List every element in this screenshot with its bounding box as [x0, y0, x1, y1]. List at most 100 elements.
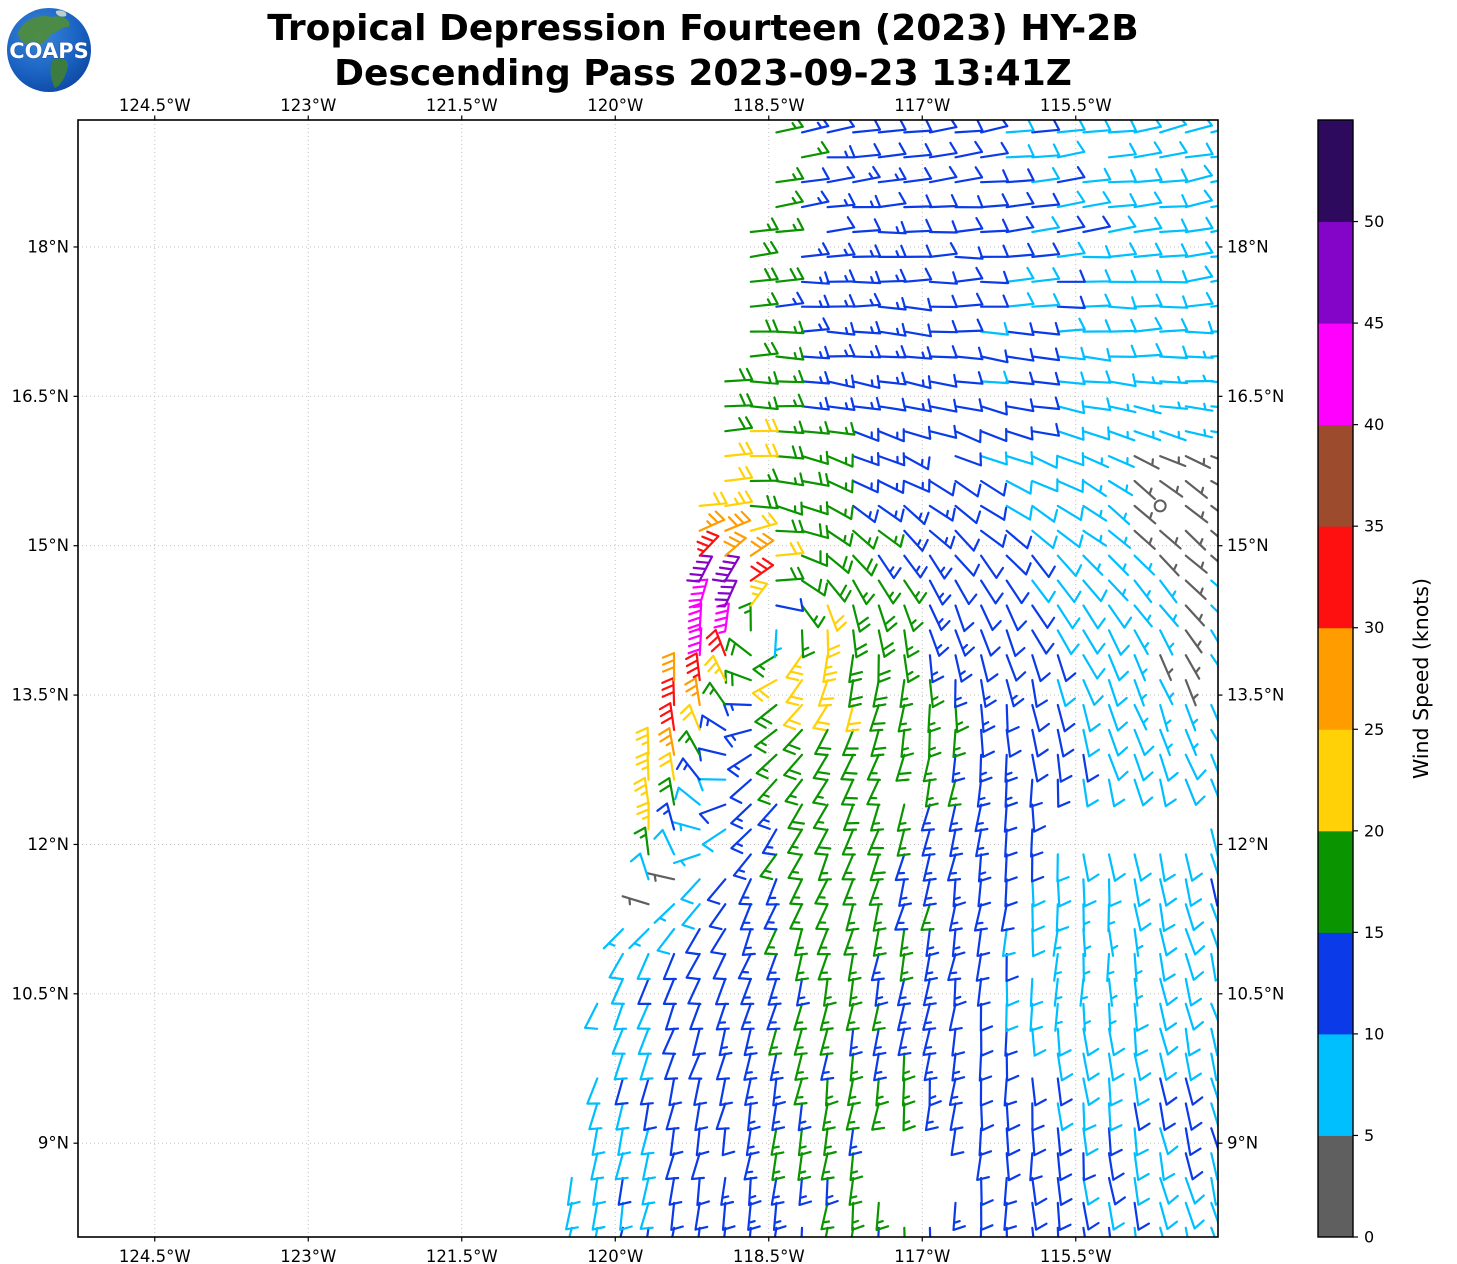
wind-barb — [1005, 266, 1035, 283]
colorbar-tick-label: 25 — [1364, 720, 1384, 739]
wind-barb — [1184, 654, 1201, 680]
wind-barb — [749, 495, 779, 510]
wind-barb — [1107, 403, 1137, 414]
wind-barb — [641, 1176, 656, 1206]
wind-barb — [1056, 1077, 1073, 1107]
wind-barb — [903, 1226, 906, 1237]
wind-barb — [952, 878, 967, 908]
wind-barb — [1184, 216, 1214, 234]
wind-barb — [1056, 317, 1086, 333]
wind-barb — [1005, 728, 1022, 758]
wind-barb — [1184, 604, 1205, 627]
wind-barb — [1056, 1176, 1073, 1206]
wind-barb — [1082, 370, 1112, 384]
wind-barb — [980, 654, 999, 683]
wind-barb — [1056, 853, 1070, 883]
wind-barb — [826, 166, 856, 184]
wind-barb — [697, 1226, 701, 1237]
wind-barb — [823, 977, 837, 1007]
wind-barb — [826, 604, 847, 632]
wind-barb — [1133, 654, 1148, 682]
wind-barb — [1184, 952, 1205, 981]
wind-barb — [1056, 241, 1086, 258]
wind-barb — [928, 679, 945, 709]
wind-barb — [1184, 428, 1214, 439]
colorbar-segment — [1318, 221, 1353, 324]
wind-barb — [1133, 141, 1163, 159]
wind-barb — [782, 728, 804, 756]
wind-barb — [868, 878, 883, 906]
wind-barb — [877, 322, 907, 337]
wind-barb — [637, 1027, 652, 1055]
map-axes: 124.5°W 124.5°W 123°W 123°W 121.5°W 121.5°W 12… — [12, 96, 1285, 1264]
wind-barb — [954, 398, 984, 412]
wind-barb — [903, 375, 932, 390]
wind-barb — [1210, 1152, 1218, 1181]
wind-barb — [1210, 380, 1218, 384]
wind-barb — [775, 566, 805, 582]
colorbar-tick-label: 20 — [1364, 821, 1384, 840]
colorbar-segment — [1318, 627, 1353, 730]
wind-barb — [903, 143, 933, 159]
wind-barb — [751, 679, 778, 702]
wind-barb — [640, 1127, 655, 1156]
wind-barb — [826, 242, 856, 258]
wind-barb — [730, 828, 752, 855]
wind-barb — [849, 1152, 864, 1182]
wind-barb — [1159, 218, 1189, 234]
wind-barb — [1184, 120, 1213, 134]
wind-barb — [1184, 1152, 1204, 1181]
wind-barb — [1029, 1152, 1043, 1182]
wind-barb — [1000, 903, 1015, 932]
wind-barb — [1184, 903, 1205, 932]
lat-tick-label-right: 9°N — [1227, 1134, 1258, 1153]
wind-barb — [749, 341, 779, 358]
wind-barb — [954, 120, 984, 134]
wind-barb — [646, 1226, 650, 1237]
wind-barb — [1082, 479, 1107, 497]
wind-barb — [1133, 903, 1152, 932]
wind-barb — [1107, 373, 1137, 388]
lon-tick-label-bottom: 121.5°W — [426, 1247, 498, 1264]
wind-barb — [1107, 455, 1135, 468]
wind-barb — [877, 529, 905, 548]
wind-barb — [656, 802, 676, 831]
wind-barb — [951, 753, 966, 783]
wind-barb — [1184, 1201, 1205, 1230]
wind-barb — [1210, 728, 1218, 744]
wind-barbs — [565, 120, 1218, 1237]
wind-barb — [1184, 455, 1212, 469]
wind-barb — [980, 370, 1010, 385]
wind-barb — [954, 452, 982, 467]
wind-barb — [772, 1201, 787, 1231]
wind-barb — [1107, 728, 1129, 757]
wind-barb — [1107, 142, 1137, 159]
wind-barb — [1184, 728, 1199, 756]
wind-barb — [1031, 928, 1046, 958]
wind-barb — [684, 677, 701, 707]
wind-barb — [1031, 604, 1056, 629]
wind-barb — [949, 828, 964, 858]
wind-barb — [715, 1002, 730, 1031]
wind-barb — [685, 652, 701, 682]
wind-barb — [1159, 401, 1189, 410]
wind-barb — [730, 803, 752, 830]
wind-barb — [761, 828, 778, 856]
colorbar-segment — [1318, 526, 1353, 629]
wind-barb — [1082, 1127, 1099, 1157]
wind-barb — [765, 878, 780, 906]
wind-barb — [773, 629, 782, 659]
wind-barb — [979, 1002, 994, 1032]
wind-barb — [1056, 215, 1086, 234]
wind-barb — [1133, 216, 1163, 234]
wind-barb — [775, 291, 805, 308]
wind-barb — [877, 167, 907, 184]
wind-barb — [980, 579, 1004, 605]
wind-barb — [927, 703, 941, 734]
wind-barb — [1056, 1127, 1073, 1157]
wind-barb — [1005, 679, 1025, 708]
wind-barb — [814, 828, 832, 856]
wind-barb — [688, 1052, 703, 1080]
wind-barb — [1031, 478, 1059, 493]
wind-barb — [1056, 579, 1082, 604]
